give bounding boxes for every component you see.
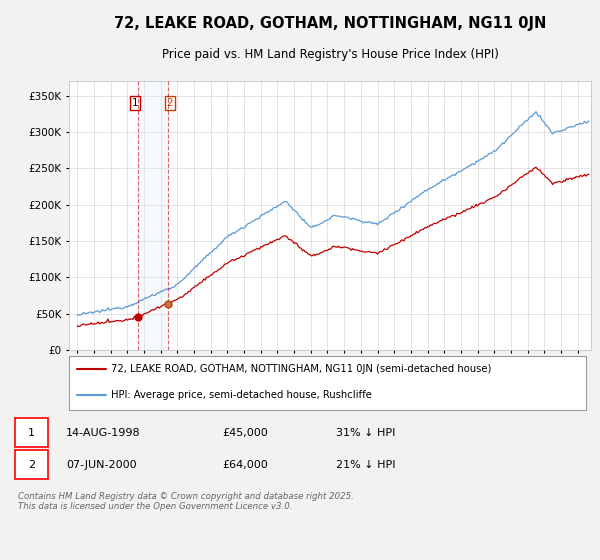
Text: 72, LEAKE ROAD, GOTHAM, NOTTINGHAM, NG11 0JN (semi-detached house): 72, LEAKE ROAD, GOTHAM, NOTTINGHAM, NG11… (111, 364, 491, 374)
FancyBboxPatch shape (15, 450, 48, 479)
Text: 1: 1 (28, 427, 35, 437)
Text: 21% ↓ HPI: 21% ↓ HPI (336, 460, 395, 470)
Text: 72, LEAKE ROAD, GOTHAM, NOTTINGHAM, NG11 0JN: 72, LEAKE ROAD, GOTHAM, NOTTINGHAM, NG11… (114, 16, 546, 31)
FancyBboxPatch shape (69, 356, 586, 410)
Text: 1: 1 (132, 98, 139, 108)
Text: 14-AUG-1998: 14-AUG-1998 (66, 427, 140, 437)
Text: £45,000: £45,000 (222, 427, 268, 437)
Text: 07-JUN-2000: 07-JUN-2000 (66, 460, 137, 470)
Text: £64,000: £64,000 (222, 460, 268, 470)
Text: 2: 2 (166, 98, 173, 108)
Text: HPI: Average price, semi-detached house, Rushcliffe: HPI: Average price, semi-detached house,… (111, 390, 371, 400)
Text: Price paid vs. HM Land Registry's House Price Index (HPI): Price paid vs. HM Land Registry's House … (161, 48, 499, 61)
Text: 31% ↓ HPI: 31% ↓ HPI (336, 427, 395, 437)
Bar (138, 81, 168, 350)
Text: 2: 2 (28, 460, 35, 470)
Text: Contains HM Land Registry data © Crown copyright and database right 2025.
This d: Contains HM Land Registry data © Crown c… (18, 492, 354, 511)
FancyBboxPatch shape (15, 418, 48, 447)
